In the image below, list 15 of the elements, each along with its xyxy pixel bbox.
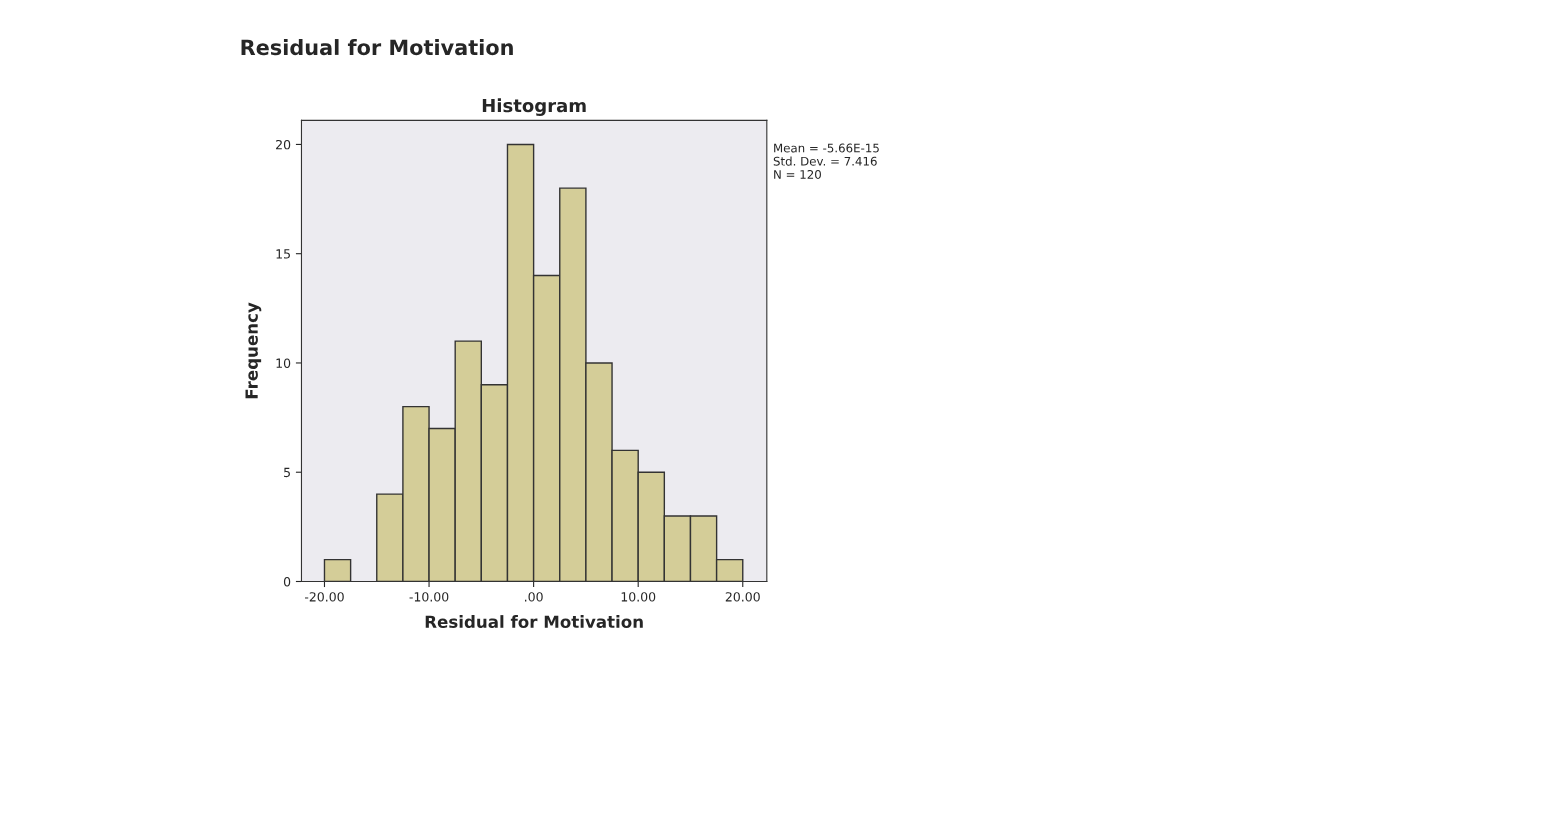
y-tick-label: 20 (276, 139, 291, 150)
y-tick-label: 10 (276, 358, 291, 368)
y-tick-label: 5 (284, 467, 290, 478)
y-axis-title: Frequency (245, 302, 262, 399)
x-tick-label: 20.00 (725, 592, 760, 602)
x-tick-label: 10.00 (621, 592, 656, 602)
y-tick-label: 15 (276, 249, 290, 259)
text: Mean = -5.66E-15 Std. Dev. = 7.416 N = 120 (773, 143, 879, 179)
y-tick-label: 0 (283, 576, 291, 587)
chart-title: Residual for Motivation (241, 39, 513, 56)
chart-subtitle: Histogram (482, 98, 586, 116)
x-tick-label: .00 (525, 592, 543, 602)
x-tick-label: -10.00 (409, 592, 449, 602)
x-tick-label: -20.00 (304, 592, 344, 602)
x-axis-title: Residual for Motivation (425, 615, 643, 629)
